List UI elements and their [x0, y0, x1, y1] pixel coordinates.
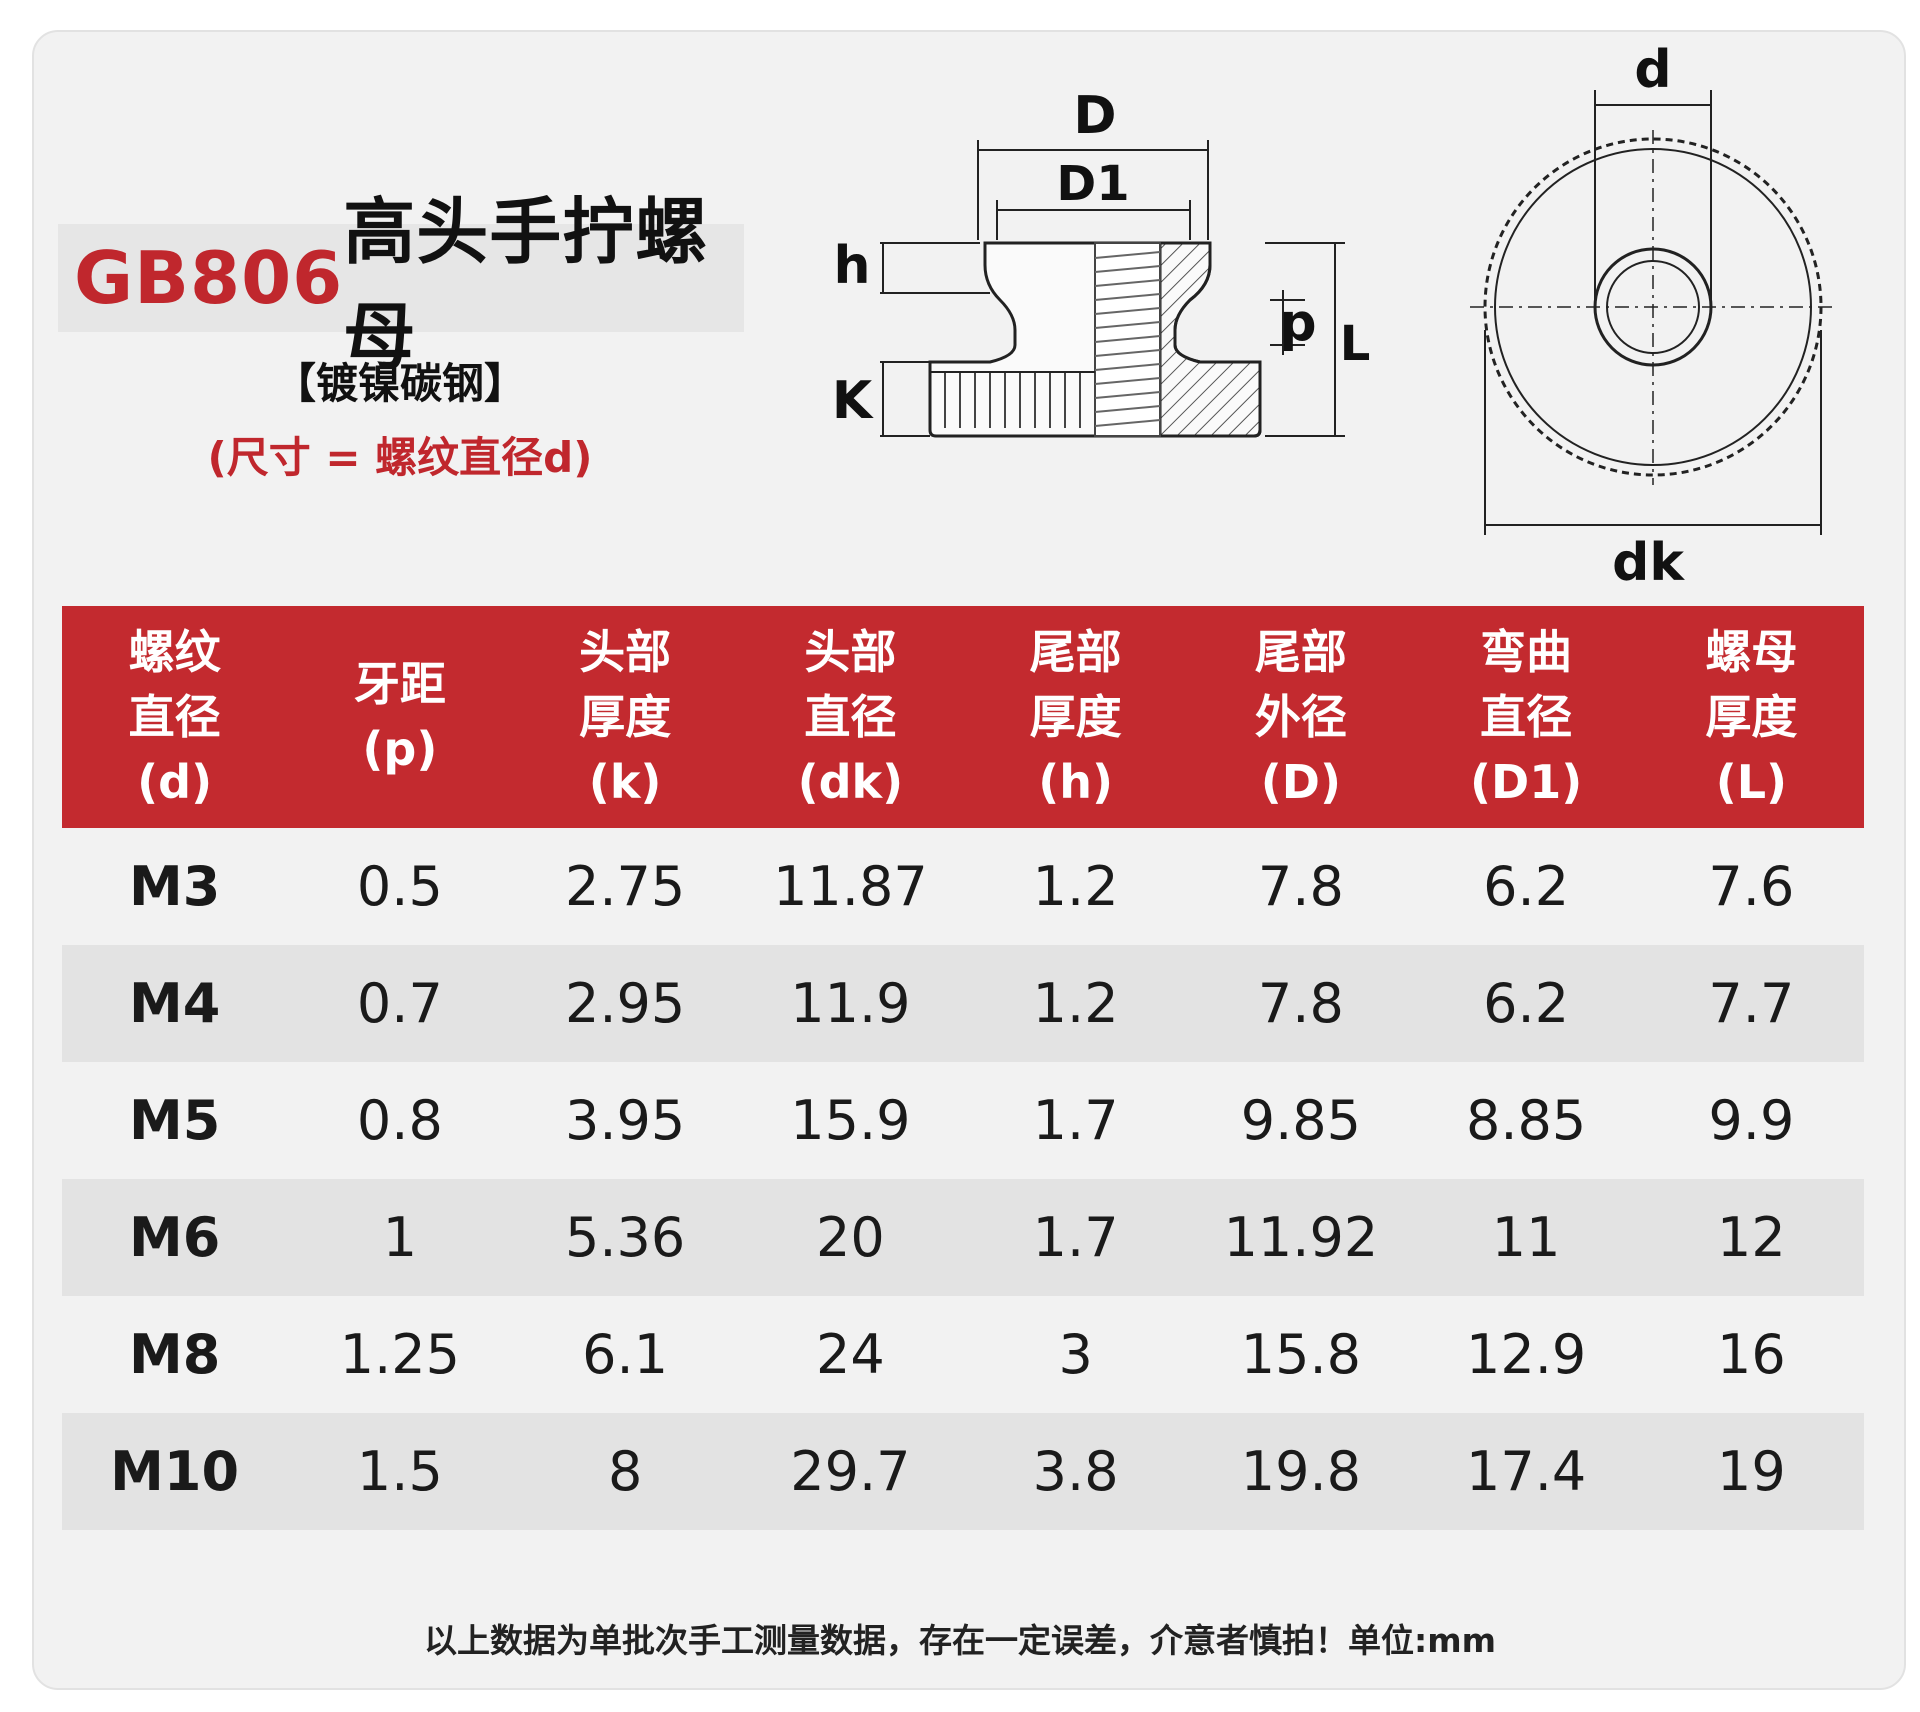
cell-bend-diameter: 12.9	[1413, 1296, 1639, 1413]
side-view	[928, 241, 1262, 438]
cell-tail-outer-diameter: 9.85	[1188, 1062, 1414, 1179]
cell-model: M5	[62, 1062, 288, 1179]
cell-head-diameter: 20	[737, 1179, 963, 1296]
cell-nut-thickness: 7.6	[1638, 828, 1864, 945]
cell-pitch: 0.7	[287, 945, 513, 1062]
header-nut-thickness: 螺母 厚度 (L)	[1638, 606, 1864, 828]
cell-pitch: 1.5	[287, 1413, 513, 1530]
table-row: M8 1.25 6.1 24 3 15.8 12.9 16	[62, 1296, 1864, 1413]
cell-nut-thickness: 19	[1638, 1413, 1864, 1530]
label-dk: dk	[1612, 533, 1685, 593]
cell-tail-outer-diameter: 19.8	[1188, 1413, 1414, 1530]
cell-bend-diameter: 8.85	[1413, 1062, 1639, 1179]
table-row: M4 0.7 2.95 11.9 1.2 7.8 6.2 7.7	[62, 945, 1864, 1062]
cell-head-diameter: 11.87	[737, 828, 963, 945]
cell-tail-thickness: 1.2	[963, 828, 1189, 945]
footer-note: 以上数据为单批次手工测量数据，存在一定误差，介意者慎拍！单位:mm	[424, 1621, 1496, 1660]
label-p: p	[1279, 293, 1316, 353]
cell-tail-thickness: 3	[963, 1296, 1189, 1413]
cell-head-thickness: 2.75	[512, 828, 738, 945]
cell-pitch: 1	[287, 1179, 513, 1296]
cell-nut-thickness: 16	[1638, 1296, 1864, 1413]
cell-head-thickness: 2.95	[512, 945, 738, 1062]
spec-table: 螺纹 直径 (d) 牙距 (p) 头部 厚度 (k) 头部 直径 (dk) 尾部…	[62, 606, 1864, 1530]
spec-header-row: 螺纹 直径 (d) 牙距 (p) 头部 厚度 (k) 头部 直径 (dk) 尾部…	[62, 606, 1864, 828]
label-K: K	[832, 371, 874, 431]
header-bend-diameter: 弯曲 直径 (D1)	[1413, 606, 1639, 828]
top-view	[1470, 90, 1835, 535]
cell-nut-thickness: 12	[1638, 1179, 1864, 1296]
label-d: d	[1634, 40, 1671, 100]
header-thread-diameter: 螺纹 直径 (d)	[62, 606, 288, 828]
header-pitch: 牙距 (p)	[287, 606, 513, 828]
cell-bend-diameter: 6.2	[1413, 828, 1639, 945]
cell-tail-outer-diameter: 7.8	[1188, 828, 1414, 945]
cell-model: M10	[62, 1413, 288, 1530]
cell-model: M8	[62, 1296, 288, 1413]
cell-tail-thickness: 3.8	[963, 1413, 1189, 1530]
cell-tail-thickness: 1.7	[963, 1179, 1189, 1296]
table-row: M10 1.5 8 29.7 3.8 19.8 17.4 19	[62, 1413, 1864, 1530]
cell-head-thickness: 6.1	[512, 1296, 738, 1413]
cell-nut-thickness: 9.9	[1638, 1062, 1864, 1179]
cell-head-thickness: 8	[512, 1413, 738, 1530]
cell-head-diameter: 15.9	[737, 1062, 963, 1179]
label-D1: D1	[1056, 156, 1129, 212]
table-row: M5 0.8 3.95 15.9 1.7 9.85 8.85 9.9	[62, 1062, 1864, 1179]
cell-bend-diameter: 6.2	[1413, 945, 1639, 1062]
side-dimension-lines	[880, 140, 1345, 437]
cell-tail-outer-diameter: 7.8	[1188, 945, 1414, 1062]
nut-dimension-diagram: D D1 h K p L d dk	[832, 40, 1835, 593]
cell-nut-thickness: 7.7	[1638, 945, 1864, 1062]
cell-tail-outer-diameter: 11.92	[1188, 1179, 1414, 1296]
header-head-thickness: 头部 厚度 (k)	[512, 606, 738, 828]
label-L: L	[1340, 316, 1371, 372]
product-title: GB806 高头手拧螺母	[58, 190, 744, 379]
cell-tail-thickness: 1.7	[963, 1062, 1189, 1179]
cell-pitch: 0.5	[287, 828, 513, 945]
header-tail-thickness: 尾部 厚度 (h)	[963, 606, 1189, 828]
cell-head-diameter: 24	[737, 1296, 963, 1413]
label-D: D	[1073, 86, 1116, 146]
cell-model: M4	[62, 945, 288, 1062]
cell-pitch: 1.25	[287, 1296, 513, 1413]
cell-bend-diameter: 11	[1413, 1179, 1639, 1296]
table-row: M3 0.5 2.75 11.87 1.2 7.8 6.2 7.6	[62, 828, 1864, 945]
cell-head-thickness: 3.95	[512, 1062, 738, 1179]
cell-head-diameter: 11.9	[737, 945, 963, 1062]
title-code: GB806	[74, 236, 344, 320]
cell-pitch: 0.8	[287, 1062, 513, 1179]
cell-tail-thickness: 1.2	[963, 945, 1189, 1062]
cell-head-diameter: 29.7	[737, 1413, 963, 1530]
size-note: (尺寸 = 螺纹直径d)	[207, 433, 593, 482]
cell-model: M3	[62, 828, 288, 945]
cell-bend-diameter: 17.4	[1413, 1413, 1639, 1530]
cell-head-thickness: 5.36	[512, 1179, 738, 1296]
material-label: 【镀镍碳钢】	[273, 359, 526, 408]
label-h: h	[833, 236, 870, 296]
cell-model: M6	[62, 1179, 288, 1296]
cell-tail-outer-diameter: 15.8	[1188, 1296, 1414, 1413]
header-tail-outer-diameter: 尾部 外径 (D)	[1188, 606, 1414, 828]
table-row: M6 1 5.36 20 1.7 11.92 11 12	[62, 1179, 1864, 1296]
header-head-diameter: 头部 直径 (dk)	[737, 606, 963, 828]
title-name: 高头手拧螺母	[343, 190, 709, 379]
